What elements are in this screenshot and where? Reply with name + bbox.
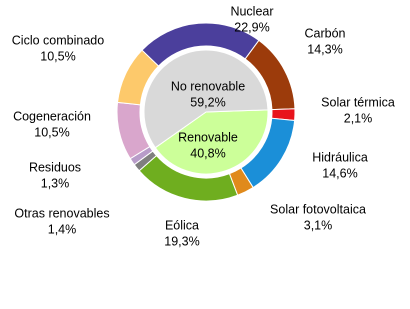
inner-value-label: 40,8%: [190, 146, 225, 160]
value-label: 3,1%: [304, 218, 333, 232]
inner-label: No renovable: [171, 79, 245, 93]
value-label: 10,5%: [34, 125, 69, 139]
value-label: 2,1%: [344, 111, 373, 125]
slice-label: Solar fotovoltaica: [270, 202, 366, 216]
slice-label: Cogeneración: [13, 109, 91, 123]
slice-label: Residuos: [29, 160, 81, 174]
value-label: 1,3%: [41, 176, 70, 190]
value-label: 22,9%: [234, 20, 269, 34]
ring-segment: [116, 49, 160, 106]
slice-label: Ciclo combinado: [12, 33, 104, 47]
slice-label: Eólica: [165, 218, 199, 232]
slice-label: Hidráulica: [312, 150, 368, 164]
inner-segment: [154, 109, 269, 175]
value-label: 10,5%: [40, 49, 75, 63]
value-label: 14,3%: [307, 42, 342, 56]
slice-label: Nuclear: [230, 4, 273, 18]
value-label: 1,4%: [48, 222, 77, 236]
slice-label: Otras renovables: [14, 206, 109, 220]
slice-label: Carbón: [305, 26, 346, 40]
value-label: 14,6%: [322, 166, 357, 180]
inner-segment: [143, 49, 269, 149]
inner-label: Renovable: [178, 130, 238, 144]
value-label: 19,3%: [164, 234, 199, 248]
inner-value-label: 59,2%: [190, 95, 225, 109]
slice-label: Solar térmica: [321, 95, 395, 109]
